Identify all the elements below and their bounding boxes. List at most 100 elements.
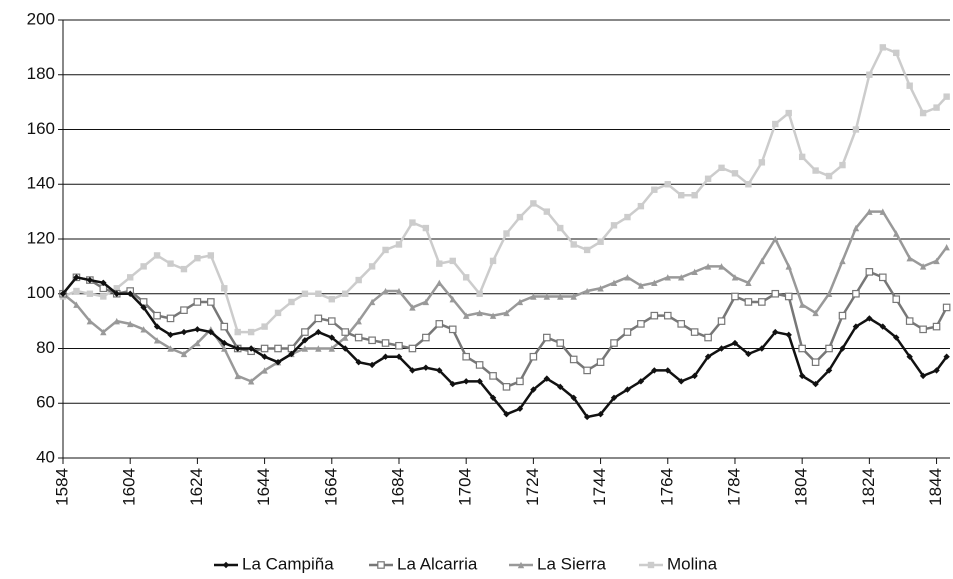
marker (664, 181, 671, 188)
marker (327, 317, 336, 325)
marker (866, 208, 873, 215)
marker (543, 375, 551, 382)
marker (893, 49, 900, 57)
marker (785, 263, 792, 270)
marker (583, 287, 591, 295)
x-tick-label: 1644 (254, 468, 273, 506)
marker (543, 333, 551, 342)
marker (126, 320, 134, 328)
x-tick-label: 1664 (321, 468, 340, 506)
marker (207, 252, 215, 259)
marker (825, 344, 833, 353)
marker (382, 287, 389, 295)
marker (690, 328, 699, 336)
marker (933, 257, 940, 265)
marker (167, 345, 174, 352)
marker (503, 230, 510, 237)
marker (758, 159, 766, 166)
marker (932, 322, 941, 331)
marker (771, 289, 780, 298)
marker (113, 317, 120, 325)
marker (153, 337, 161, 344)
marker (113, 290, 120, 297)
marker (866, 71, 873, 78)
marker (933, 104, 940, 111)
marker (368, 336, 376, 345)
marker (624, 386, 631, 393)
marker (153, 252, 161, 259)
marker (798, 153, 806, 161)
marker (314, 314, 323, 323)
legend-item: La Sierra (509, 554, 607, 573)
x-tick-label: 1584 (52, 468, 71, 506)
marker (893, 230, 900, 237)
marker (502, 383, 511, 391)
marker (529, 352, 538, 361)
marker (462, 312, 470, 319)
marker (784, 292, 793, 301)
x-tick-label: 1604 (120, 468, 139, 506)
marker (825, 172, 833, 180)
marker (744, 298, 753, 306)
marker (126, 290, 134, 297)
marker (113, 285, 120, 292)
marker (812, 309, 819, 317)
marker (409, 219, 416, 226)
marker (167, 260, 174, 267)
marker (180, 350, 188, 358)
marker (943, 244, 950, 251)
marker (140, 326, 147, 333)
marker (436, 279, 443, 286)
marker (852, 126, 860, 133)
marker (86, 317, 94, 325)
marker (395, 353, 403, 360)
marker (100, 293, 107, 300)
x-tick-label: 1724 (523, 468, 542, 506)
marker (892, 295, 901, 304)
marker (100, 279, 107, 286)
legend-item: La Alcarria (369, 554, 478, 573)
marker (274, 344, 282, 353)
marker (315, 290, 322, 297)
marker (852, 224, 860, 232)
marker (637, 378, 645, 385)
marker (489, 394, 497, 401)
x-tick-label: 1684 (388, 468, 407, 506)
marker (436, 260, 443, 267)
marker (221, 285, 228, 292)
marker (637, 202, 645, 210)
marker (395, 341, 403, 350)
y-tick-label: 100 (27, 283, 55, 302)
marker (86, 290, 94, 297)
marker (597, 238, 604, 245)
marker (839, 345, 846, 352)
marker (355, 317, 362, 325)
marker (503, 411, 510, 418)
marker (516, 377, 524, 386)
marker (234, 345, 241, 352)
marker (328, 296, 335, 303)
marker (73, 287, 80, 295)
marker (866, 315, 873, 322)
marker (906, 82, 913, 89)
marker (651, 367, 658, 374)
marker (942, 303, 951, 312)
marker (381, 339, 390, 347)
marker (798, 344, 806, 353)
marker (570, 394, 577, 401)
marker (180, 306, 188, 314)
marker (825, 290, 833, 297)
marker (368, 361, 376, 369)
marker (812, 380, 819, 388)
marker (301, 345, 309, 352)
legend-label: La Campiña (242, 554, 334, 573)
marker (422, 333, 430, 342)
marker (704, 353, 712, 360)
marker (597, 411, 604, 418)
marker (647, 561, 655, 569)
marker (247, 328, 255, 336)
marker (368, 263, 376, 270)
legend-item: La Campiña (214, 554, 334, 573)
marker (556, 339, 565, 347)
marker (905, 317, 914, 325)
